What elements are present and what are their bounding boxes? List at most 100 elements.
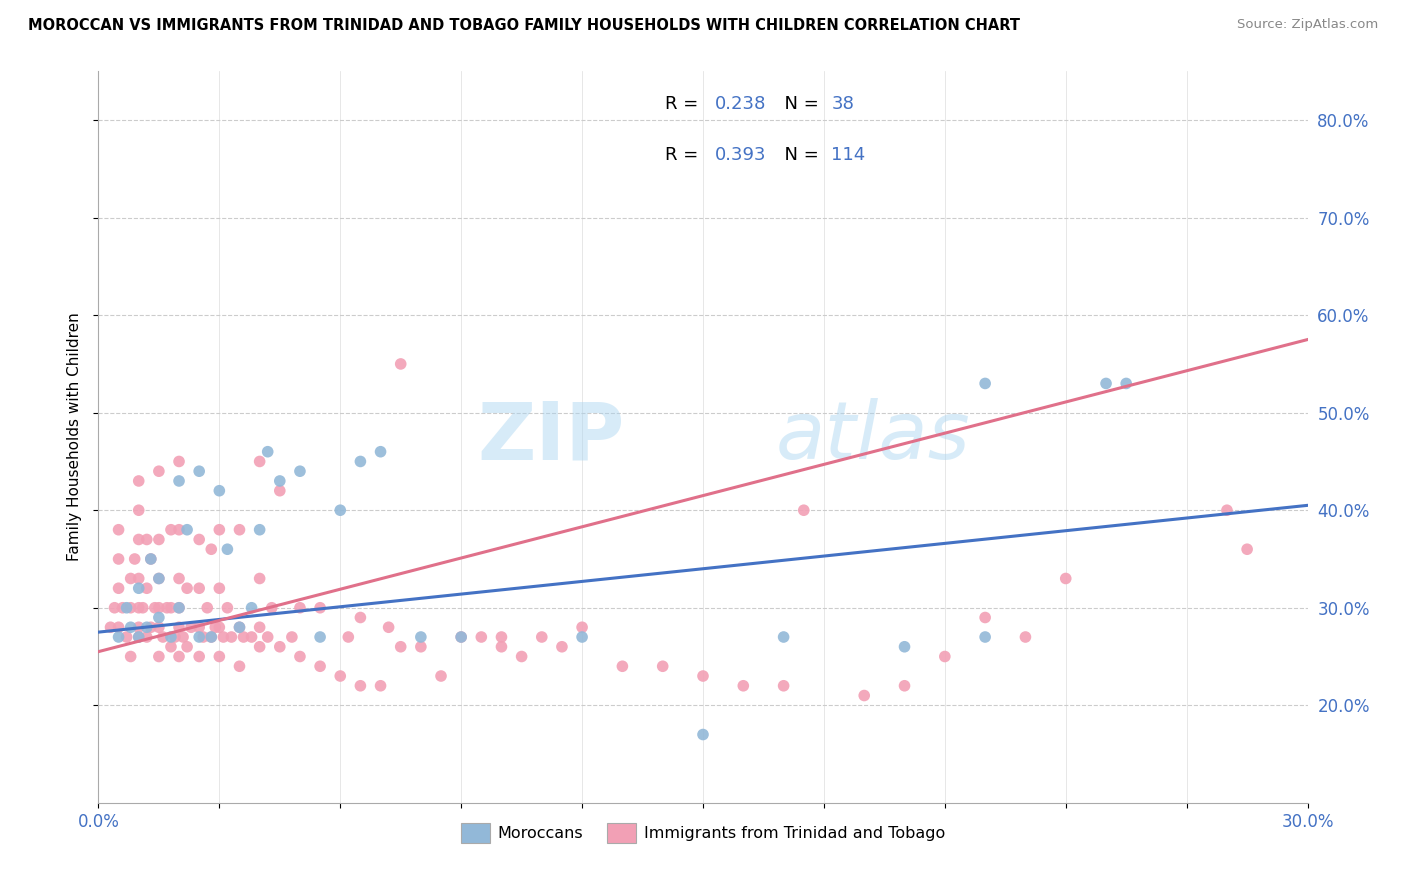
Point [409, 640, 432, 654]
Point [228, 523, 250, 537]
Point [281, 630, 304, 644]
Point [772, 630, 794, 644]
Point [100, 620, 122, 634]
Point [188, 649, 211, 664]
Point [212, 630, 235, 644]
Point [167, 620, 190, 634]
Point [148, 572, 170, 586]
Point [115, 630, 138, 644]
Point [200, 630, 222, 644]
Text: MOROCCAN VS IMMIGRANTS FROM TRINIDAD AND TOBAGO FAMILY HOUSEHOLDS WITH CHILDREN : MOROCCAN VS IMMIGRANTS FROM TRINIDAD AND… [28, 18, 1021, 33]
Point [309, 630, 332, 644]
Text: 0.238: 0.238 [716, 95, 766, 113]
Point [370, 444, 392, 458]
Point [228, 620, 250, 634]
Point [148, 464, 170, 478]
Point [256, 444, 278, 458]
Point [256, 630, 278, 644]
Point [148, 649, 170, 664]
Point [389, 640, 412, 654]
Point [152, 630, 174, 644]
Point [128, 581, 150, 595]
Point [470, 630, 492, 644]
Point [974, 630, 997, 644]
Point [288, 464, 311, 478]
Point [208, 581, 231, 595]
Point [217, 542, 239, 557]
Point [1095, 376, 1118, 391]
Text: Source: ZipAtlas.com: Source: ZipAtlas.com [1237, 18, 1378, 31]
Point [1115, 376, 1137, 391]
Point [974, 610, 997, 624]
Point [195, 600, 218, 615]
Point [793, 503, 815, 517]
Point [240, 630, 263, 644]
Point [651, 659, 673, 673]
Point [148, 572, 170, 586]
Point [115, 600, 138, 615]
Point [188, 533, 211, 547]
Point [139, 552, 162, 566]
Point [107, 581, 129, 595]
Point [172, 630, 194, 644]
Point [349, 454, 371, 468]
Point [288, 600, 311, 615]
Point [530, 630, 553, 644]
Text: atlas: atlas [776, 398, 970, 476]
Point [221, 630, 243, 644]
Point [167, 600, 190, 615]
Point [148, 600, 170, 615]
Point [409, 630, 432, 644]
Point [128, 620, 150, 634]
Point [167, 454, 190, 468]
Point [249, 572, 271, 586]
Point [128, 572, 150, 586]
Point [491, 630, 513, 644]
Point [135, 533, 157, 547]
Point [128, 474, 150, 488]
Point [160, 630, 183, 644]
Point [269, 474, 291, 488]
Point [309, 659, 332, 673]
Point [1014, 630, 1036, 644]
Point [107, 523, 129, 537]
Point [389, 357, 412, 371]
Text: 0.393: 0.393 [716, 146, 766, 164]
Point [132, 600, 155, 615]
Point [135, 630, 157, 644]
Text: N =: N = [773, 95, 825, 113]
Point [188, 630, 211, 644]
Point [200, 630, 222, 644]
Point [139, 620, 162, 634]
Point [148, 533, 170, 547]
Point [571, 620, 593, 634]
Point [232, 630, 254, 644]
Point [156, 600, 179, 615]
Point [188, 620, 211, 634]
Point [260, 600, 283, 615]
Text: 114: 114 [831, 146, 866, 164]
Point [249, 620, 271, 634]
Point [103, 600, 125, 615]
Point [160, 600, 183, 615]
Point [309, 600, 332, 615]
Point [349, 610, 371, 624]
Text: R =: R = [665, 95, 703, 113]
Y-axis label: Family Households with Children: Family Households with Children [67, 313, 83, 561]
Point [128, 600, 150, 615]
Point [163, 630, 186, 644]
Point [120, 600, 142, 615]
Point [208, 523, 231, 537]
Point [128, 630, 150, 644]
Text: N =: N = [773, 146, 825, 164]
Point [135, 581, 157, 595]
Point [491, 640, 513, 654]
Point [249, 454, 271, 468]
Point [733, 679, 755, 693]
Point [288, 649, 311, 664]
Point [450, 630, 472, 644]
Point [193, 630, 215, 644]
Point [249, 523, 271, 537]
Point [208, 483, 231, 498]
Point [329, 669, 352, 683]
